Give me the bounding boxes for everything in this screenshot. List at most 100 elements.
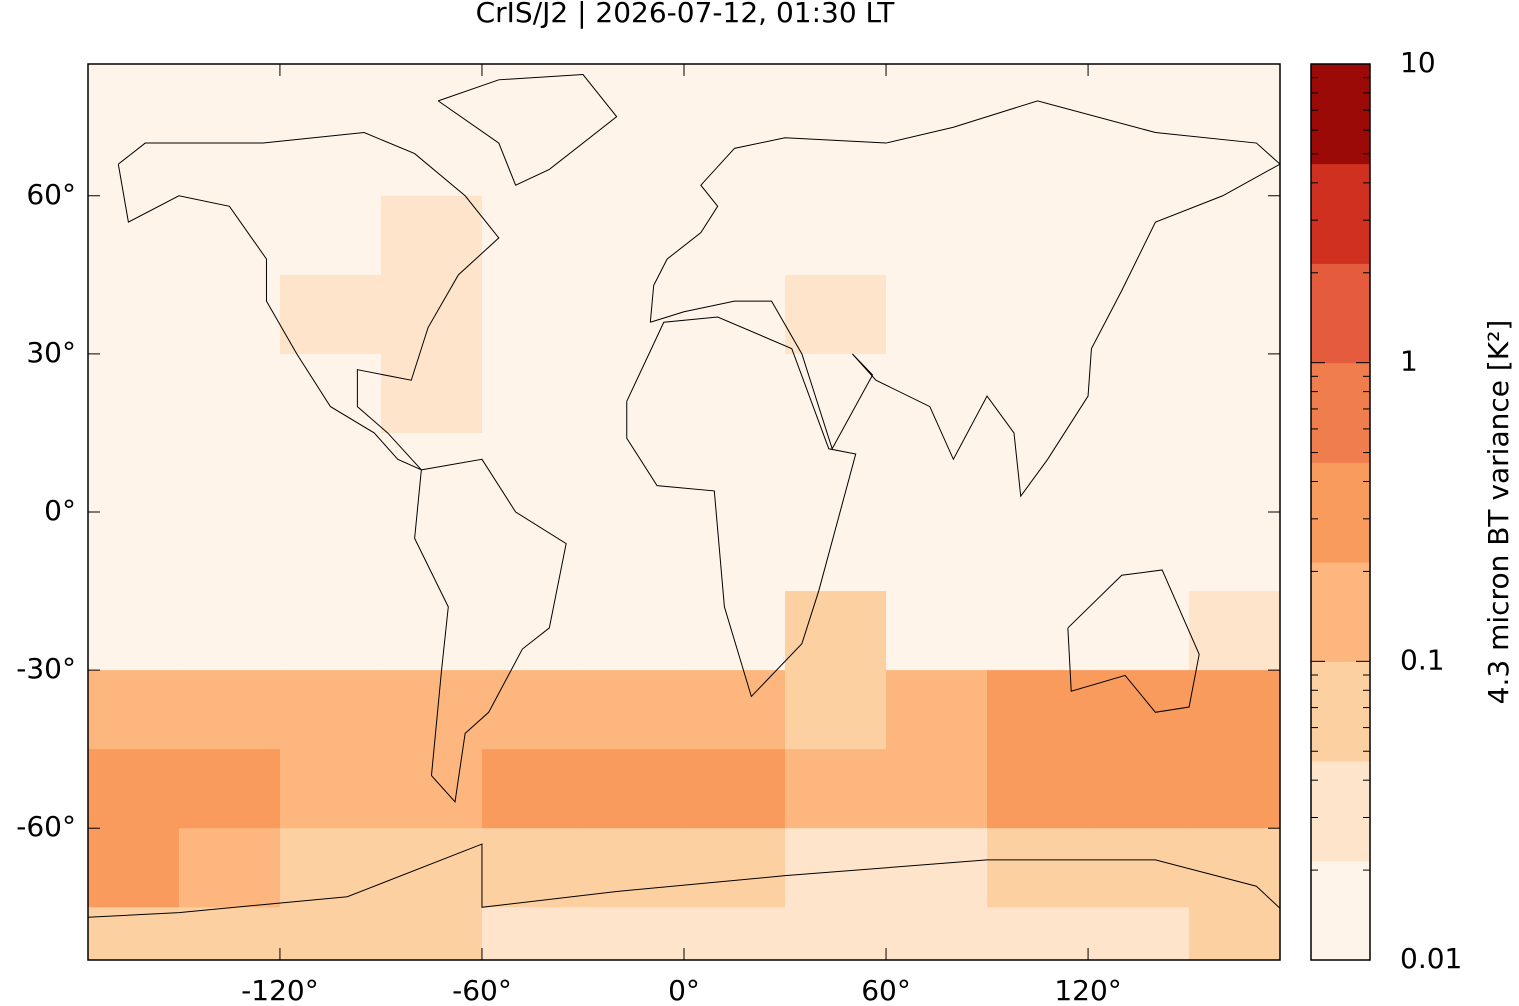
grid-cell xyxy=(987,116,1089,197)
grid-cell xyxy=(481,749,584,829)
grid-cell xyxy=(380,432,483,513)
y-tick-label: -60° xyxy=(16,810,76,843)
grid-cell xyxy=(88,512,180,592)
grid-cell xyxy=(684,512,786,592)
grid-cell xyxy=(279,195,382,276)
grid-cell xyxy=(380,670,483,750)
grid-cell xyxy=(785,907,887,960)
grid-cell xyxy=(88,907,180,960)
grid-cell xyxy=(481,64,584,118)
colorbar-band xyxy=(1311,860,1370,961)
coastline xyxy=(437,74,618,186)
grid-cell xyxy=(987,64,1089,118)
y-tick-label: -30° xyxy=(16,652,76,685)
colorbar-tick-label: 10 xyxy=(1400,46,1436,79)
grid-cell xyxy=(279,828,382,908)
grid-cell xyxy=(684,116,786,197)
colorbar-tick-label: 1 xyxy=(1400,345,1418,378)
grid-cell xyxy=(178,353,281,434)
grid-cell xyxy=(886,749,988,829)
grid-cell xyxy=(178,116,281,197)
grid-cell xyxy=(886,64,988,118)
colorbar-band xyxy=(1311,462,1370,563)
grid-cell xyxy=(684,670,786,750)
grid-cell xyxy=(1088,353,1190,434)
grid-cell xyxy=(1088,828,1190,908)
grid-cell xyxy=(785,749,887,829)
grid-cell xyxy=(684,749,786,829)
grid-cell xyxy=(582,591,685,671)
grid-cell xyxy=(380,64,483,118)
coastline xyxy=(1067,569,1200,713)
grid-cell xyxy=(88,195,180,276)
grid-cell xyxy=(88,670,180,750)
colorbar: 0.01 0.1 1 10 xyxy=(1310,46,1462,975)
grid-cell xyxy=(178,195,281,276)
coastline xyxy=(649,100,1280,498)
grid-cell xyxy=(88,274,180,355)
colorbar-band xyxy=(1311,562,1370,662)
grid-cell xyxy=(1088,64,1190,118)
colorbar-band xyxy=(1311,760,1370,862)
grid-cell xyxy=(481,591,584,671)
grid-cell xyxy=(279,353,382,434)
x-tick-label: 0° xyxy=(668,974,700,1002)
grid-cell xyxy=(380,907,483,960)
grid-cell xyxy=(684,195,786,276)
grid-cell xyxy=(88,64,180,118)
x-tick-label: -60° xyxy=(452,974,512,1002)
grid-cell xyxy=(987,828,1089,908)
grid-cell xyxy=(886,591,988,671)
grid-cell xyxy=(684,64,786,118)
grid-cell xyxy=(886,512,988,592)
grid-cell xyxy=(279,432,382,513)
grid-cell xyxy=(279,116,382,197)
grid-cell xyxy=(178,512,281,592)
grid-cell xyxy=(582,512,685,592)
grid-cell xyxy=(279,591,382,671)
grid-cell xyxy=(380,591,483,671)
grid-cell xyxy=(481,828,584,908)
grid-cell xyxy=(481,670,584,750)
grid-cell xyxy=(380,195,483,276)
coastline xyxy=(117,132,500,471)
grid-cell xyxy=(1088,749,1190,829)
grid-cell xyxy=(1189,907,1280,960)
grid-cell xyxy=(1189,274,1280,355)
grid-cell xyxy=(279,274,382,355)
grid-cell xyxy=(481,907,584,960)
grid-cell xyxy=(481,432,584,513)
grid-cell xyxy=(987,670,1089,750)
grid-cell xyxy=(684,432,786,513)
grid-cell xyxy=(88,353,180,434)
grid-cell xyxy=(987,907,1089,960)
grid-cell xyxy=(785,64,887,118)
grid-cell xyxy=(88,749,180,829)
grid-cell xyxy=(785,274,887,355)
grid-cell xyxy=(380,749,483,829)
grid-cell xyxy=(582,670,685,750)
grid-cell xyxy=(279,512,382,592)
grid-cell xyxy=(684,353,786,434)
grid-cell xyxy=(1189,670,1280,750)
grid-cell xyxy=(886,670,988,750)
coastline xyxy=(88,843,1280,918)
grid-cell xyxy=(785,195,887,276)
grid-cell xyxy=(279,670,382,750)
grid-cell xyxy=(279,749,382,829)
grid-cell xyxy=(684,907,786,960)
grid-cell xyxy=(88,828,180,908)
grid-cell xyxy=(1189,116,1280,197)
grid-cell xyxy=(279,64,382,118)
colorbar-tick-label: 0.1 xyxy=(1400,643,1445,676)
grid-cell xyxy=(987,591,1089,671)
grid-cell xyxy=(481,195,584,276)
x-tick-label: 120° xyxy=(1054,974,1121,1002)
field xyxy=(88,64,1280,960)
grid-cell xyxy=(785,353,887,434)
grid-cell xyxy=(582,274,685,355)
grid-cell xyxy=(178,274,281,355)
grid-cell xyxy=(481,512,584,592)
grid-cell xyxy=(1088,591,1190,671)
